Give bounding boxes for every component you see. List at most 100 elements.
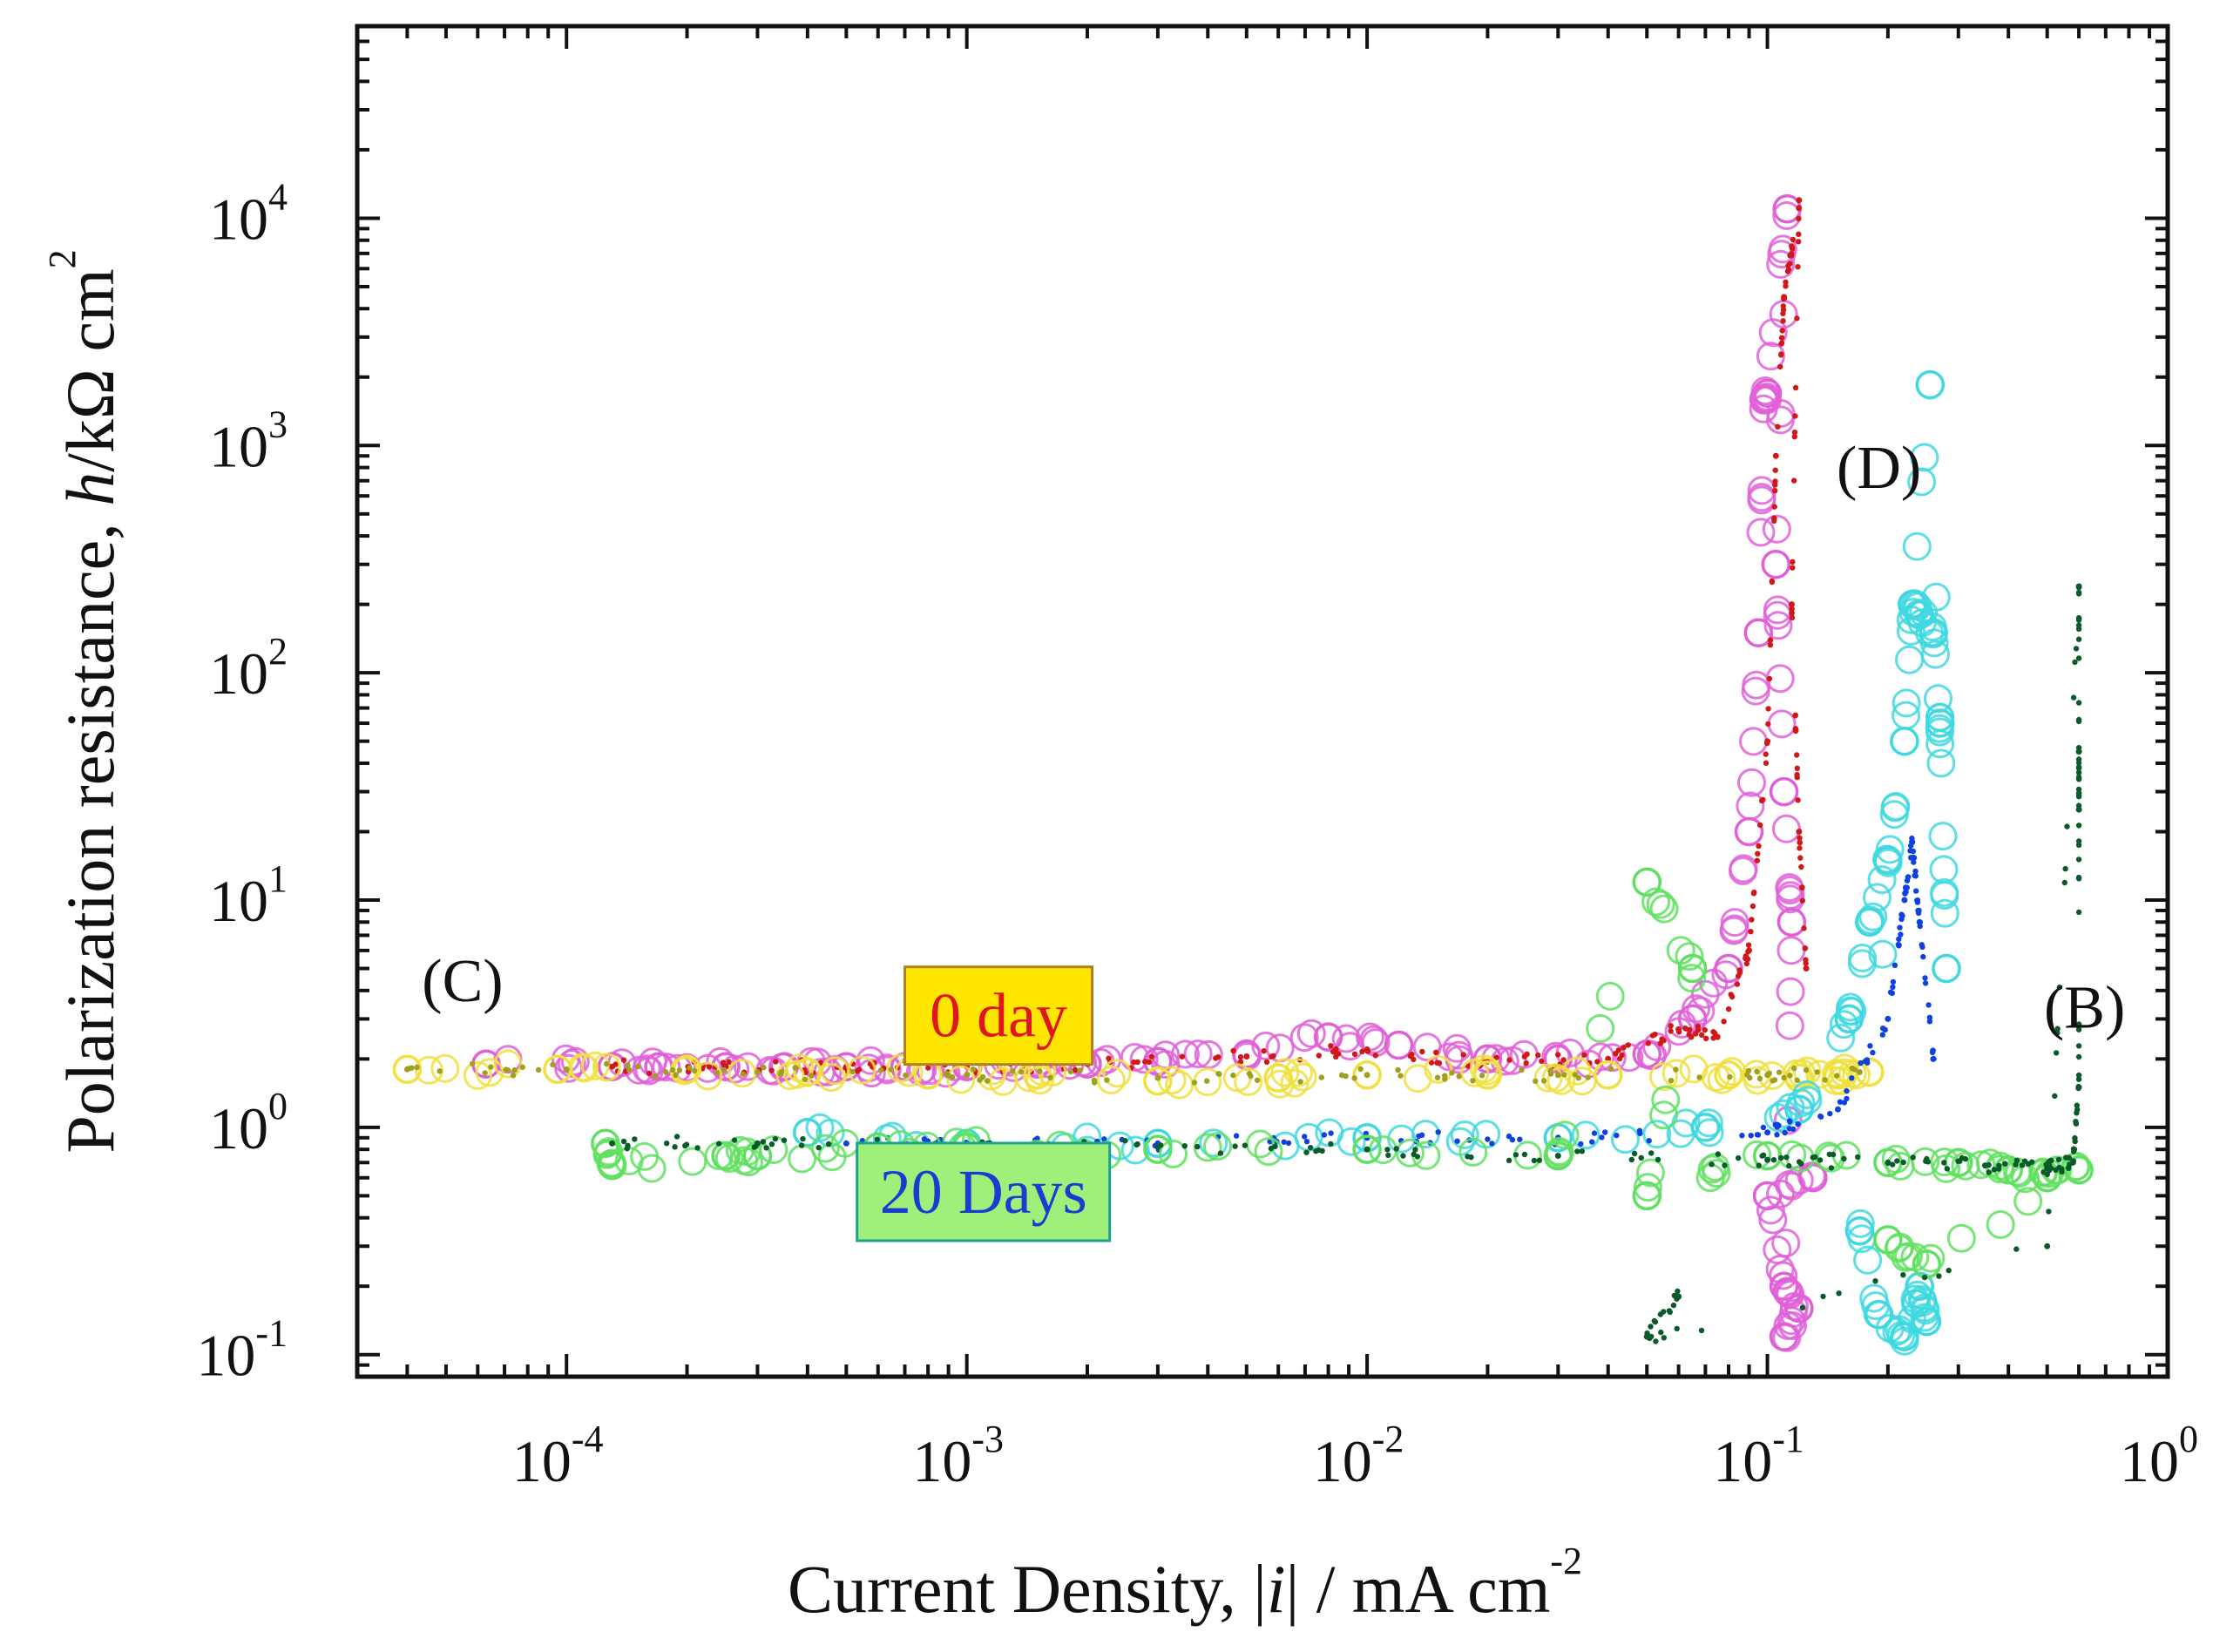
- data-point-fill: [903, 1072, 909, 1079]
- data-point-fill: [2075, 1043, 2082, 1049]
- data-point-fill: [1297, 1079, 1303, 1085]
- data-point-fill: [1667, 1309, 1674, 1316]
- data-point-fill: [1870, 1049, 1876, 1056]
- data-point-fill: [1523, 1060, 1529, 1066]
- data-point-fill: [1395, 1066, 1401, 1073]
- data-point-fill: [1756, 1162, 1762, 1168]
- data-point-fill: [1775, 423, 1781, 430]
- data-point-fill: [1892, 688, 1921, 718]
- data-point-fill: [1734, 981, 1741, 987]
- data-point-fill: [1763, 751, 1769, 757]
- data-point-fill: [1728, 856, 1757, 885]
- data-point-fill: [1799, 897, 1805, 904]
- data-point-fill: [1771, 1229, 1801, 1258]
- data-point-fill: [1469, 1054, 1499, 1084]
- data-point-fill: [1743, 960, 1750, 967]
- data-point-fill: [511, 1067, 518, 1073]
- data-point-fill: [1648, 1333, 1655, 1340]
- data-point-fill: [1506, 1057, 1513, 1063]
- data-point: [1243, 1053, 1250, 1060]
- data-point-fill: [2070, 1148, 2077, 1154]
- data-point-fill: [1767, 709, 1797, 739]
- data-point-fill: [1780, 318, 1786, 324]
- data-point-fill: [1757, 822, 1763, 829]
- data-point-fill: [1493, 1054, 1499, 1060]
- data-point-fill: [1434, 1074, 1441, 1081]
- data-point-fill: [1010, 1068, 1016, 1074]
- data-point: [1143, 1134, 1173, 1164]
- data-point-fill: [1077, 1067, 1083, 1073]
- data-point-fill: [2044, 1171, 2050, 1178]
- annotation: (D): [1837, 435, 1921, 502]
- data-point-fill: [1803, 960, 1809, 966]
- data-point-fill: [1926, 1019, 1933, 1025]
- data-point-fill: [1671, 1292, 1678, 1299]
- data-point-fill: [1470, 1078, 1476, 1084]
- data-point: [1856, 1069, 1863, 1075]
- data-point-fill: [1517, 1136, 1523, 1142]
- data-point-fill: [1232, 1143, 1238, 1149]
- data-point: [1593, 1060, 1623, 1090]
- data-point-fill: [1670, 1302, 1677, 1309]
- data-point-fill: [1771, 1077, 1778, 1083]
- data-point-fill: [1849, 1075, 1855, 1081]
- data-point-fill: [1817, 1114, 1824, 1120]
- data-point-fill: [1926, 1014, 1933, 1021]
- data-point-fill: [1433, 1049, 1439, 1056]
- data-point-fill: [1787, 1119, 1793, 1125]
- data-point-fill: [1120, 1135, 1150, 1165]
- y-tick-label: 10-1: [196, 1312, 288, 1389]
- data-point-fill: [2075, 1072, 2082, 1079]
- data-point-fill: [1826, 1023, 1856, 1053]
- data-point-fill: [1101, 1136, 1107, 1142]
- data-point-fill: [1586, 1014, 1615, 1043]
- data-point-fill: [1837, 1099, 1844, 1105]
- data-point-fill: [1817, 1157, 1824, 1163]
- data-point-fill: [1364, 1048, 1371, 1054]
- data-point-fill: [1879, 800, 1909, 829]
- data-point: [1764, 1156, 1771, 1163]
- data-point-fill: [1254, 1137, 1283, 1167]
- data-point-fill: [1359, 1048, 1365, 1055]
- data-point-fill: [1302, 1134, 1308, 1140]
- data-point-fill: [1910, 848, 1917, 855]
- data-point-fill: [1771, 515, 1777, 521]
- data-point-fill: [1776, 936, 1806, 965]
- data-point-fill: [1465, 1063, 1472, 1069]
- data-point-fill: [964, 1072, 971, 1078]
- data-point-fill: [1756, 1195, 1785, 1225]
- data-point-fill: [1791, 430, 1798, 436]
- data-point-fill: [475, 1058, 504, 1087]
- data-point-fill: [1803, 1067, 1810, 1073]
- data-point: [2075, 806, 2082, 813]
- data-point-fill: [1400, 1153, 1406, 1159]
- data-point-fill: [1628, 1156, 1635, 1163]
- data-point-fill: [1767, 637, 1774, 643]
- data-point-fill: [1795, 797, 1801, 803]
- data-point-fill: [1919, 944, 1925, 951]
- data-point-fill: [1104, 1077, 1110, 1083]
- data-point-fill: [1776, 881, 1805, 911]
- data-point-fill: [1917, 919, 1924, 925]
- data-point-fill: [1858, 902, 1888, 931]
- data-point-fill: [1666, 936, 1695, 965]
- data-point-fill: [1449, 1070, 1455, 1076]
- data-point-fill: [1772, 201, 1802, 230]
- data-point-fill: [1698, 1327, 1705, 1334]
- data-point-fill: [1595, 981, 1625, 1011]
- data-point-fill: [1619, 1052, 1625, 1059]
- data-point-fill: [815, 1145, 822, 1151]
- data-point-fill: [1199, 1128, 1228, 1158]
- data-point-fill: [1796, 205, 1802, 211]
- data-point-fill: [2013, 1246, 2020, 1252]
- data-point-fill: [1946, 1223, 1976, 1253]
- data-point-fill: [1771, 814, 1801, 843]
- data-point-fill: [1790, 236, 1797, 243]
- data-point-fill: [1412, 1147, 1418, 1153]
- data-point-fill: [1384, 1147, 1391, 1153]
- data-point-fill: [1571, 1121, 1601, 1150]
- data-point-fill: [1890, 1161, 1896, 1168]
- data-point-fill: [778, 1068, 785, 1075]
- data-point-fill: [1924, 1155, 1930, 1162]
- data-point-fill: [1067, 1068, 1074, 1075]
